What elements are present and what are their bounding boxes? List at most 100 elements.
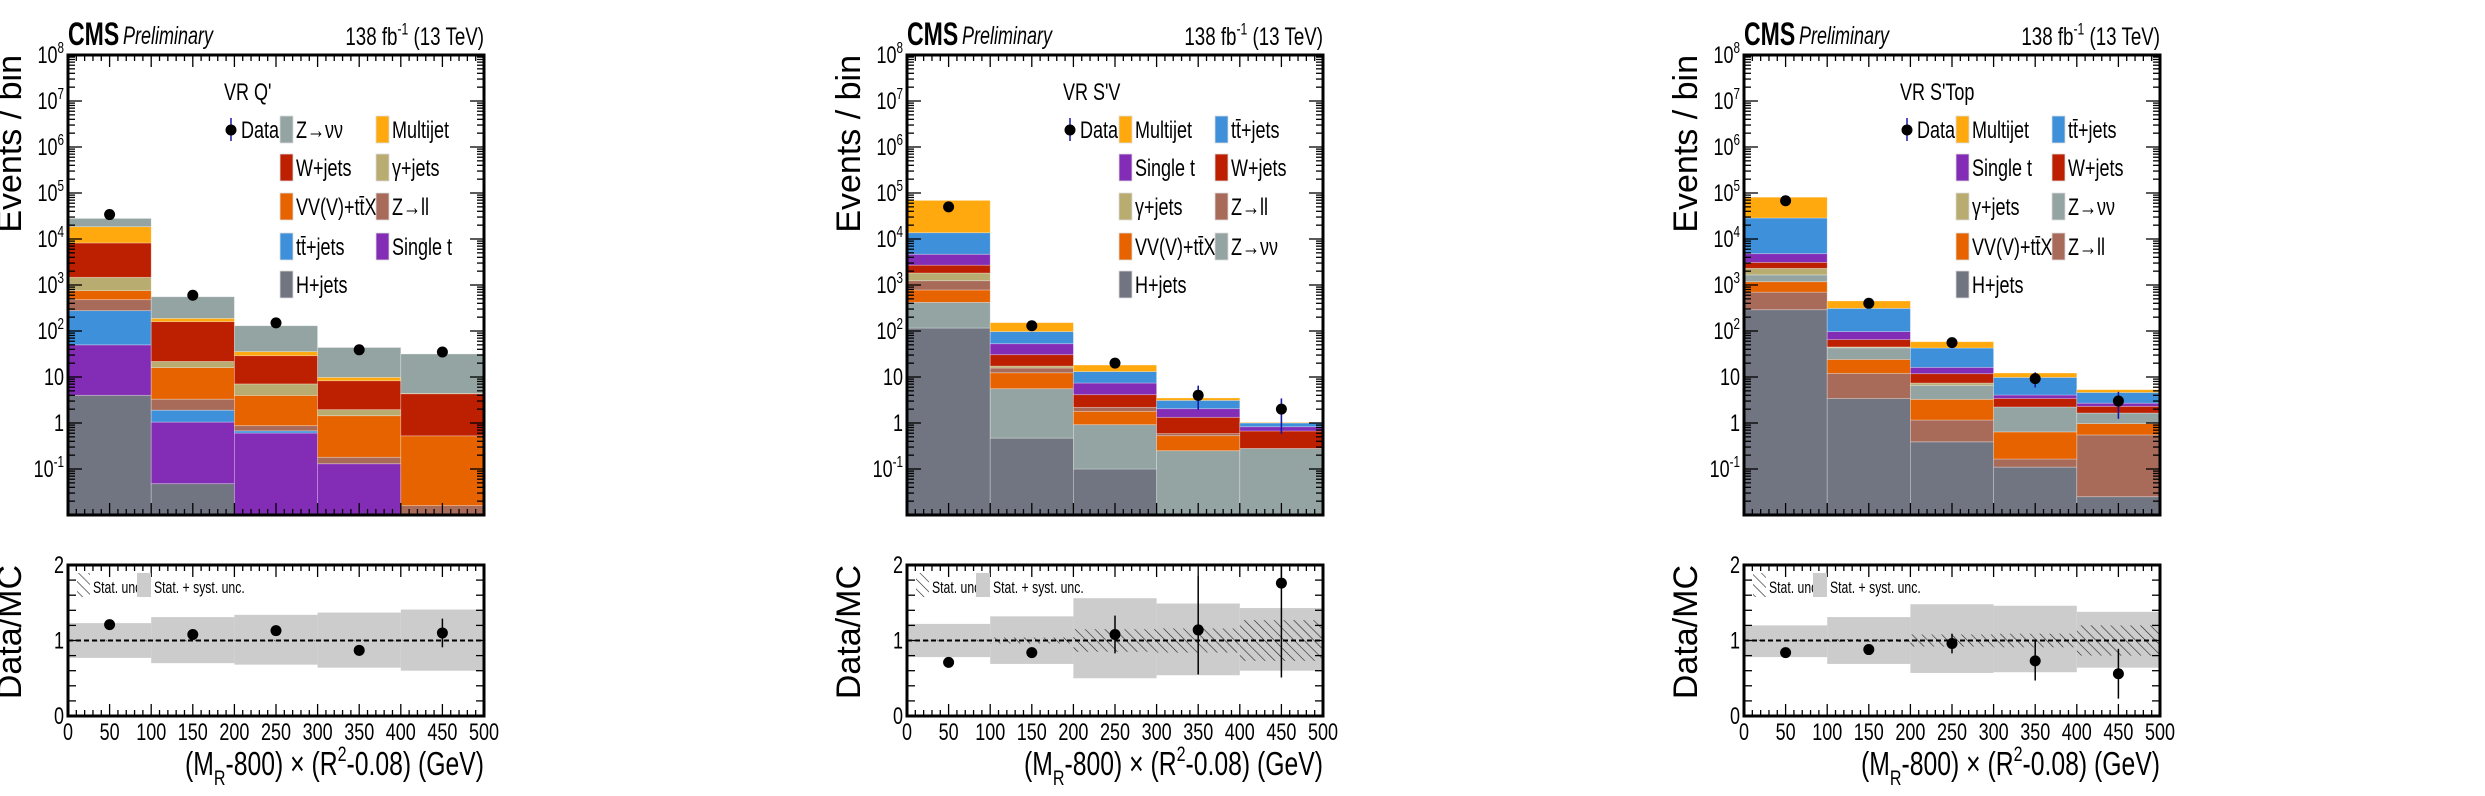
legend-swatch bbox=[1214, 192, 1229, 221]
legend-swatch bbox=[279, 153, 294, 182]
stack-bar bbox=[1743, 261, 1828, 269]
stack-bar bbox=[906, 232, 991, 255]
stack-bar bbox=[1826, 372, 1911, 399]
legend-label-group: tt̄+jets bbox=[296, 234, 345, 261]
legend-swatch bbox=[1214, 153, 1229, 182]
region-label: VR S'V bbox=[1063, 80, 1121, 106]
y-tick-label: 108 bbox=[1713, 39, 1740, 68]
stack-bar bbox=[1910, 441, 1995, 516]
lumi-label-group: 138 fb-1 (13 TeV) bbox=[345, 21, 484, 51]
data-point bbox=[1275, 403, 1287, 415]
y-tick-label-group: 104 bbox=[37, 223, 64, 252]
legend-label-group: Multijet bbox=[392, 118, 449, 144]
ratio-tick-label-group: 0 bbox=[1730, 704, 1740, 730]
cms-label-group: CMS bbox=[68, 16, 119, 52]
stack-bar bbox=[989, 372, 1074, 390]
stack-bar bbox=[1156, 435, 1241, 452]
legend-swatch bbox=[1118, 153, 1133, 182]
data-point bbox=[436, 346, 448, 358]
stack-bar bbox=[1993, 458, 2078, 468]
y-tick-label: 10-1 bbox=[873, 453, 903, 482]
x-tick-label: 0 bbox=[1739, 720, 1749, 746]
legend-label: Z→ll bbox=[2068, 235, 2105, 261]
legend-label-group: VV(V)+tt̄X bbox=[1972, 234, 2052, 261]
ratio-tick-label: 1 bbox=[893, 628, 903, 654]
y-tick-label-group: 105 bbox=[876, 177, 903, 206]
ratio-point bbox=[1026, 647, 1038, 659]
ratio-plot-frame bbox=[66, 563, 486, 718]
x-tick-label-group: 150 bbox=[178, 720, 208, 746]
legend-label: Z→νν bbox=[296, 118, 343, 144]
y-tick-label-group: 102 bbox=[37, 315, 64, 344]
x-tick-label: 250 bbox=[1937, 720, 1967, 746]
y-axis-label: Events / bin bbox=[0, 55, 29, 233]
preliminary-label: Preliminary bbox=[1799, 21, 1890, 50]
legend-swatch bbox=[279, 232, 294, 261]
data-point bbox=[943, 201, 955, 213]
x-tick-label: 350 bbox=[1183, 720, 1213, 746]
legend-label: H+jets bbox=[1972, 273, 2024, 299]
stack-bar bbox=[989, 437, 1074, 516]
y-tick-label-group: 10-1 bbox=[34, 453, 64, 482]
legend-swatch bbox=[2051, 115, 2066, 144]
y-tick-label: 106 bbox=[876, 131, 903, 160]
x-tick-label-group: 100 bbox=[1812, 720, 1842, 746]
legend-label-group: H+jets bbox=[1972, 273, 2024, 299]
x-tick-label-group: 0 bbox=[63, 720, 73, 746]
x-tick-label-group: 350 bbox=[2020, 720, 2050, 746]
x-tick-label-group: 350 bbox=[1183, 720, 1213, 746]
y-tick-label-group: 10 bbox=[1720, 365, 1740, 391]
ratio-legend: Stat. unc. Stat. + syst. unc. bbox=[916, 573, 1084, 598]
legend: Data Multijet tt̄+jets Single t W+jets γ+jets… bbox=[1064, 115, 1286, 299]
stack-bar bbox=[233, 383, 318, 396]
legend-label: H+jets bbox=[296, 273, 348, 299]
y-tick-label: 103 bbox=[876, 269, 903, 298]
y-tick-label: 105 bbox=[876, 177, 903, 206]
legend: Data Multijet tt̄+jets Single t W+jets γ+jets… bbox=[1901, 115, 2123, 299]
legend-label-group: Single t bbox=[1135, 156, 1195, 182]
x-tick-label-group: 200 bbox=[219, 720, 249, 746]
legend-swatch bbox=[375, 115, 390, 144]
ratio-point bbox=[2112, 668, 2124, 680]
stack-bar bbox=[1910, 373, 1995, 384]
stack-bar bbox=[1826, 347, 1911, 360]
legend-label-data-group: Data bbox=[1080, 118, 1118, 144]
legend-swatch bbox=[2051, 192, 2066, 221]
legend-swatch bbox=[375, 232, 390, 261]
ratio-tick-label: 2 bbox=[1730, 553, 1740, 579]
ratio-tick-label-group: 0 bbox=[893, 704, 903, 730]
legend-label: VV(V)+tt̄X bbox=[1972, 234, 2052, 261]
stack-bar bbox=[1910, 347, 1995, 368]
legend-label: Single t bbox=[1972, 156, 2032, 182]
ratio-legend-syst-label-group: Stat. + syst. unc. bbox=[993, 579, 1084, 597]
stack-bar bbox=[150, 361, 235, 369]
stack-bar bbox=[1826, 331, 1911, 341]
ratio-legend-stat-label: Stat. unc. bbox=[93, 579, 145, 597]
x-tick-label: 300 bbox=[1979, 720, 2009, 746]
x-tick-label: 400 bbox=[386, 720, 416, 746]
y-tick-label: 104 bbox=[876, 223, 903, 252]
legend-label: VV(V)+tt̄X bbox=[1135, 234, 1215, 261]
y-tick-label: 103 bbox=[1713, 269, 1740, 298]
legend-label-group: Z→νν bbox=[2068, 195, 2115, 221]
x-tick-label-group: 150 bbox=[1017, 720, 1047, 746]
stack-bar bbox=[150, 409, 235, 423]
stack-bar bbox=[906, 289, 991, 303]
stack-bar bbox=[1743, 309, 1828, 516]
legend-label: Multijet bbox=[392, 118, 449, 144]
stack-bar bbox=[906, 272, 991, 282]
data-point bbox=[2029, 373, 2041, 385]
y-tick-label-group: 1 bbox=[893, 411, 903, 437]
y-tick-label-group: 103 bbox=[37, 269, 64, 298]
y-tick-label: 108 bbox=[37, 39, 64, 68]
stack-bar bbox=[233, 425, 318, 432]
y-tick-label: 105 bbox=[1713, 177, 1740, 206]
x-axis-label: (MR-800) × (R2-0.08) (GeV) bbox=[1861, 743, 2160, 791]
x-tick-label: 50 bbox=[1776, 720, 1796, 746]
y-tick-label-group: 10-1 bbox=[1710, 453, 1740, 482]
ratio-y-axis-label: Data/MC bbox=[830, 565, 868, 699]
x-tick-label-group: 50 bbox=[1776, 720, 1796, 746]
x-tick-label-group: 400 bbox=[386, 720, 416, 746]
stack-bar bbox=[150, 398, 235, 411]
x-tick-label: 150 bbox=[1017, 720, 1047, 746]
